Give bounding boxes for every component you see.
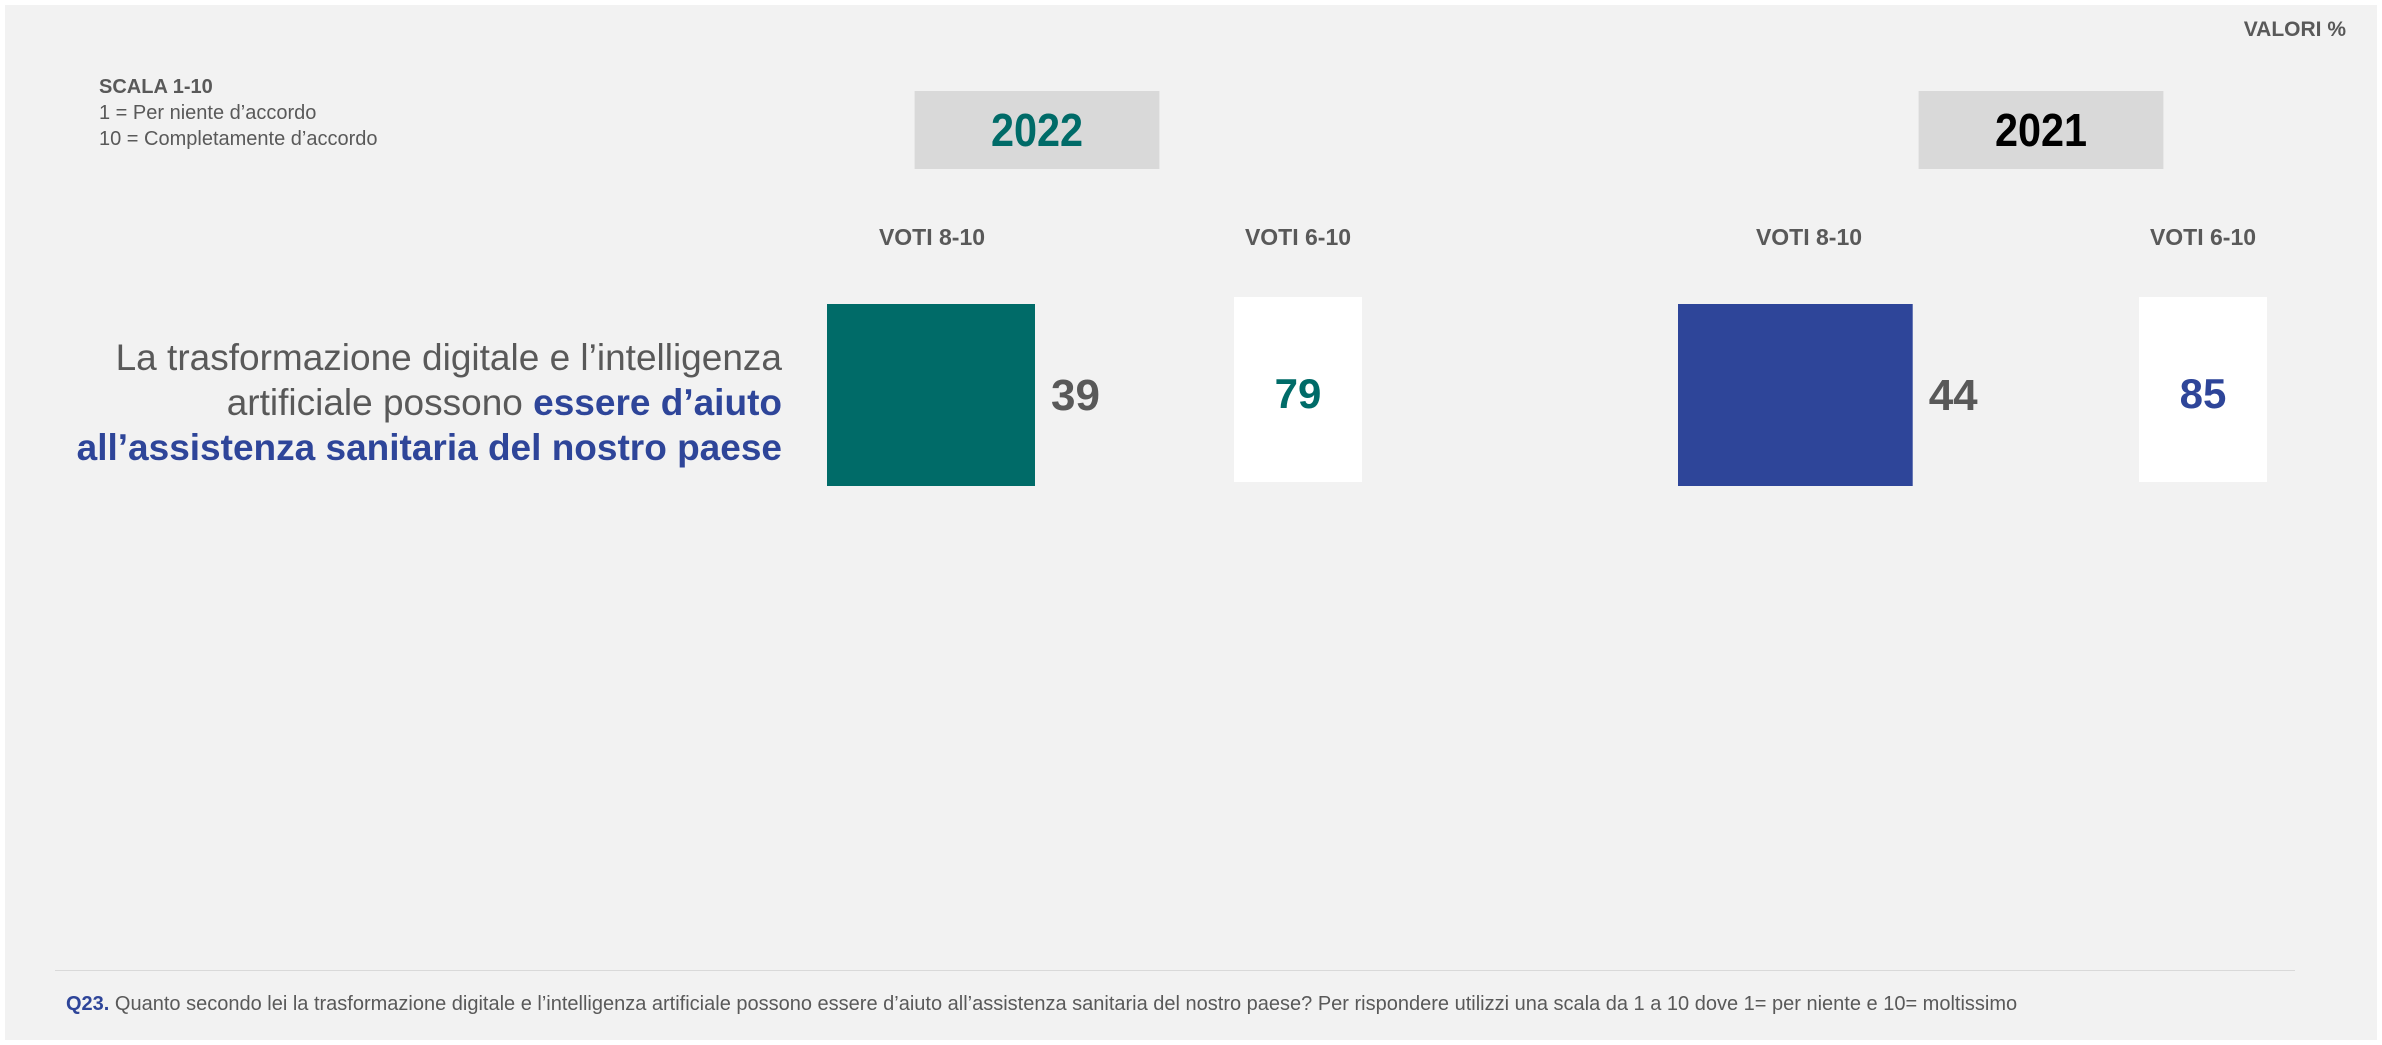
scale-title: SCALA 1-10	[99, 76, 213, 98]
question-footnote: Q23. Quanto secondo lei la trasformazion…	[66, 993, 2017, 1016]
bar-2022-voti-8-10	[827, 304, 1035, 486]
value-2022-voti-6-10: 79	[1275, 370, 1322, 417]
box-2021-voti-6-10	[2139, 297, 2267, 482]
scale-legend: SCALA 1-10 1 = Per niente d’accordo 10 =…	[99, 74, 378, 152]
value-2022-voti-8-10: 39	[1051, 371, 1100, 420]
footer-divider	[55, 970, 2295, 971]
scale-min-label: 1 = Per niente d’accordo	[99, 102, 317, 124]
col-head-2022-voti-8-10: VOTI 8-10	[878, 224, 986, 250]
box-2022-voti-6-10	[1234, 297, 1362, 482]
value-2021-voti-8-10: 44	[1929, 371, 1978, 420]
bar-2021-voti-8-10	[1678, 304, 1913, 486]
statement-plain: La trasformazione digitale e l’intellige…	[115, 337, 782, 423]
statement-highlight: essere d’aiuto all’assistenza sanitaria …	[76, 382, 782, 468]
col-head-2021-voti-8-10: VOTI 8-10	[1755, 224, 1863, 250]
scale-max-label: 10 = Completamente d’accordo	[99, 128, 378, 150]
col-head-2022-voti-6-10: VOTI 6-10	[1244, 224, 1352, 250]
question-text: Quanto secondo lei la trasformazione dig…	[109, 993, 2018, 1015]
slide-background	[5, 5, 2377, 1040]
col-head-2021-voti-6-10: VOTI 6-10	[2149, 224, 2257, 250]
question-code: Q23.	[66, 993, 110, 1015]
value-2021-voti-6-10: 85	[2180, 370, 2227, 417]
unit-label: VALORI %	[2243, 18, 2346, 41]
year-header-2021: 2021	[1918, 91, 2164, 169]
year-header-2022: 2022	[914, 91, 1160, 169]
statement-text: La trasformazione digitale e l’intellige…	[22, 335, 782, 470]
